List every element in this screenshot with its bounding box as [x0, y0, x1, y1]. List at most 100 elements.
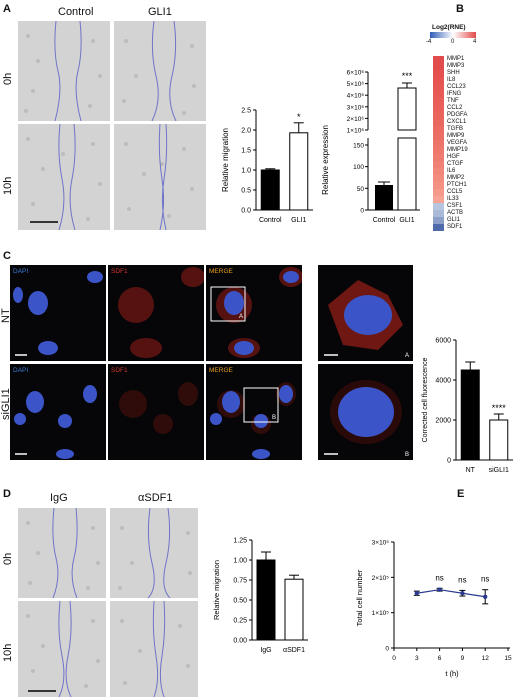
x-tick-label: Control: [259, 217, 282, 224]
y-tick-label: 0.25: [233, 618, 247, 625]
y-tick-label: 100: [353, 164, 364, 171]
y-tick-label: 1.5: [241, 148, 251, 155]
y-tick-label: 0.50: [233, 598, 247, 605]
heatmap-gene-label: CXCL1: [447, 119, 467, 125]
significance-mark: *: [297, 112, 301, 122]
x-tick-label: 0: [392, 655, 396, 662]
y-tick-label: 3×10⁵: [372, 540, 390, 547]
image-sigli1-merge: B: [206, 364, 302, 460]
y-tick-label: 150: [353, 143, 364, 150]
y-tick-label: 0.75: [233, 578, 247, 585]
image-nt-sdf1: [108, 265, 204, 361]
micrograph-control-0h: [18, 21, 110, 121]
col-label-asdf1: αSDF1: [138, 492, 173, 504]
image-sigli1-zoom: B: [318, 364, 413, 460]
heatmap-row: MMP19: [433, 147, 468, 154]
heatmap-gene-label: IFNG: [447, 91, 462, 97]
y-tick-label: 50: [357, 186, 365, 193]
heatmap-cell: [433, 56, 444, 63]
heatmap-row: SHH: [433, 70, 468, 77]
label-sigli1-sdf1: SDF1: [111, 367, 128, 374]
panel-b-letter: B: [456, 3, 464, 15]
heatmap-gene-label: MMP1: [447, 56, 465, 62]
data-point: [483, 594, 488, 599]
x-tick-label: GLI1: [291, 217, 306, 224]
y-tick-label: 0.0: [241, 208, 251, 215]
heatmap-gene-label: CCL5: [447, 189, 463, 195]
y-tick-label: 0: [447, 458, 451, 465]
heatmap-cell: [433, 84, 444, 91]
x-tick-label: αSDF1: [283, 647, 305, 654]
heatmap-cell: [433, 217, 444, 224]
row-label-10h: 10h: [2, 176, 14, 195]
heatmap-legend-tick-mid: 0: [451, 39, 455, 45]
heatmap-gene-label: IL8: [447, 77, 456, 83]
image-sigli1-sdf1: [108, 364, 204, 460]
heatmap-row: IL8: [433, 77, 468, 84]
heatmap-gene-label: SHH: [447, 70, 460, 76]
heatmap-cell: [433, 133, 444, 140]
heatmap-gene-label: MMP9: [447, 133, 465, 139]
heatmap-row: IL6: [433, 168, 468, 175]
series-line: [416, 589, 486, 598]
heatmap-cell: [433, 112, 444, 119]
panel-d-letter: D: [3, 488, 11, 500]
col-label-control: Control: [58, 6, 94, 18]
x-tick-label: IgG: [260, 647, 271, 654]
heatmap-cell: [433, 77, 444, 84]
heatmap-legend-title: Log2(RNE): [432, 24, 466, 31]
y-tick-label: 2.0: [241, 128, 251, 135]
chart-c-fluorescence: Corrected cell fluorescence 0 2000 4000 600…: [422, 338, 513, 474]
heatmap-row: PDGFA: [433, 112, 468, 119]
row-label-d-0h: 0h: [2, 552, 14, 565]
heatmap-row: TNF: [433, 98, 468, 105]
heatmap-row: ACTB: [433, 210, 468, 217]
heatmap-row: IFNG: [433, 91, 468, 98]
bar: [289, 132, 309, 211]
heatmap-gene-label: VEGFA: [447, 140, 468, 146]
data-point: [414, 591, 419, 596]
heatmap-cell: [433, 98, 444, 105]
label-sigli1-dapi: DAPI: [13, 367, 29, 374]
heatmap-gene-label: CCL2: [447, 105, 463, 111]
image-nt-dapi: [10, 265, 106, 361]
y-tick-label: 4×10⁶: [347, 93, 365, 100]
heatmap-gene-label: ACTB: [447, 210, 464, 216]
x-tick-label: 15: [504, 655, 512, 662]
bar-expression-gli1-lower: [397, 137, 417, 211]
y-tick-label: 0: [385, 646, 389, 653]
heatmap: MMP1 MMP3 SHH IL8 CCL23 IFNG TNF CCL2 PDGFA CXCL1…: [433, 56, 468, 231]
heatmap-row: CXCL1: [433, 119, 468, 126]
y-tick-label: 2×10⁶: [347, 116, 365, 123]
heatmap-cell: [433, 70, 444, 77]
x-tick-label: 6: [438, 655, 442, 662]
y-tick-label: 1×10⁶: [347, 128, 365, 135]
col-label-igg: IgG: [50, 492, 68, 504]
image-nt-zoom: A: [318, 265, 413, 361]
heatmap-cell: [433, 175, 444, 182]
heatmap-gene-label: IL33: [447, 196, 459, 202]
label-sigli1-merge: MERGE: [209, 367, 233, 374]
zoom-letter-b: B: [405, 452, 409, 458]
heatmap-row: SDF1: [433, 224, 468, 231]
y-tick-label: 4000: [435, 378, 451, 385]
heatmap-cell: [433, 147, 444, 154]
y-tick-label: 2.5: [241, 108, 251, 115]
heatmap-gene-label: CSF1: [447, 203, 463, 209]
micrograph-igg-10h: [18, 601, 106, 697]
heatmap-cell: [433, 119, 444, 126]
micrograph-control-10h: [18, 124, 110, 230]
heatmap-row: GLI1: [433, 217, 468, 224]
heatmap-cell: [433, 140, 444, 147]
heatmap-cell: [433, 210, 444, 217]
heatmap-legend-tick-min: -4: [426, 39, 432, 45]
micrograph-gli1-10h: [114, 124, 206, 230]
y-tick-label: 6×10⁶: [347, 70, 365, 77]
y-tick-label: 0: [360, 208, 364, 215]
xlabel-expression-gli1: GLI1: [399, 217, 414, 224]
row-label-0h: 0h: [2, 72, 14, 85]
heatmap-gene-label: MMP3: [447, 63, 465, 69]
heatmap-cell: [433, 189, 444, 196]
x-tick-label: NT: [466, 467, 476, 474]
y-tick-label: 2000: [435, 418, 451, 425]
